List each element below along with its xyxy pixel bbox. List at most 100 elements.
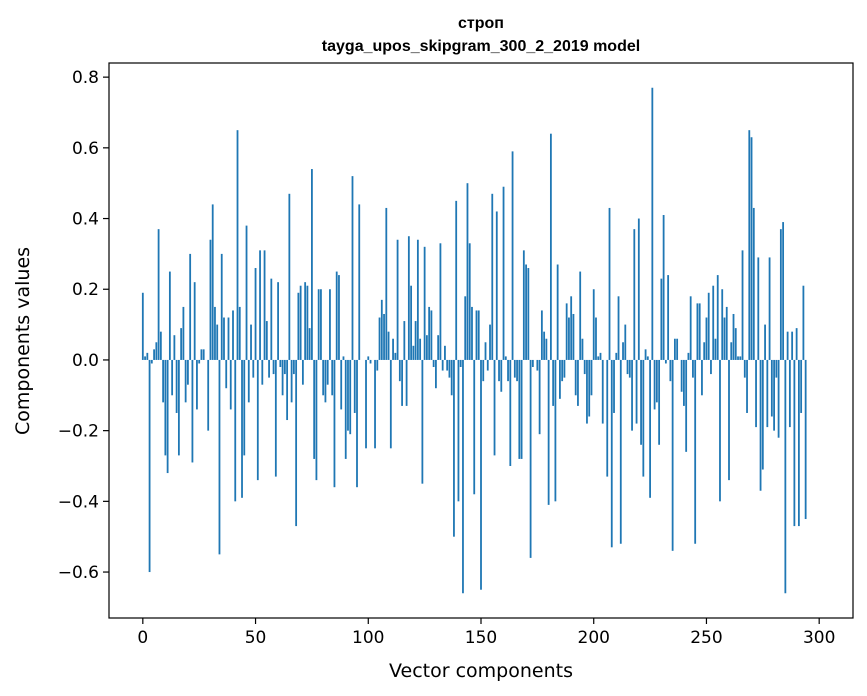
bar: [741, 250, 744, 360]
bar: [265, 321, 268, 360]
bar: [504, 356, 507, 360]
bar: [347, 359, 349, 431]
bar: [588, 359, 591, 417]
bar: [658, 359, 661, 445]
bar: [701, 359, 703, 396]
x-axis-ticks: 0 50 100 150 200 250 300: [137, 618, 835, 648]
bar: [782, 222, 785, 360]
bar: [581, 338, 584, 360]
bar: [430, 310, 433, 360]
bar: [435, 359, 437, 389]
bar: [155, 342, 158, 360]
bar: [387, 331, 390, 360]
bar: [592, 289, 595, 360]
bar: [367, 356, 370, 360]
bar: [198, 359, 201, 364]
bar: [685, 359, 688, 452]
bar: [353, 359, 356, 413]
bar: [331, 359, 334, 396]
bar: [250, 324, 252, 360]
bar: [750, 137, 753, 360]
bar: [425, 335, 428, 360]
bar: [549, 133, 552, 360]
bar: [626, 359, 629, 375]
bar: [786, 331, 789, 360]
y-tick-label: 0.6: [72, 139, 99, 159]
bar: [739, 356, 742, 360]
bar: [159, 331, 162, 360]
bar: [779, 229, 782, 360]
bar: [376, 359, 379, 371]
y-axis-label: Components values: [12, 247, 34, 435]
bar: [453, 359, 455, 537]
bar: [511, 151, 514, 360]
bar: [683, 359, 685, 406]
bar: [540, 310, 543, 360]
bar: [653, 359, 656, 410]
bar: [338, 275, 340, 360]
bar: [516, 359, 518, 382]
bar: [696, 303, 699, 360]
bar: [791, 331, 794, 360]
bar: [340, 359, 343, 410]
bar: [664, 359, 667, 364]
bar: [389, 359, 392, 449]
bar: [529, 359, 532, 558]
bar: [615, 352, 618, 360]
bar: [209, 239, 212, 360]
bar: [493, 359, 496, 456]
bar: [412, 345, 415, 360]
bar: [680, 359, 683, 392]
bar: [606, 359, 609, 477]
bar: [531, 359, 534, 368]
bar: [599, 352, 602, 360]
bar: [191, 359, 194, 463]
bar: [320, 289, 322, 360]
bar: [601, 359, 604, 424]
bar: [187, 359, 189, 385]
bar: [705, 317, 708, 360]
bar: [214, 306, 216, 360]
bar: [150, 359, 153, 364]
bar: [633, 229, 636, 360]
bar: [743, 359, 746, 378]
bar: [299, 285, 302, 360]
x-tick-label: 200: [578, 628, 610, 648]
bar: [728, 359, 730, 481]
bar: [288, 193, 291, 360]
bar: [518, 359, 521, 459]
bar: [234, 359, 237, 502]
bar: [707, 292, 710, 360]
bar: [297, 292, 300, 360]
bar: [450, 359, 453, 396]
bar: [716, 275, 719, 360]
bar: [768, 257, 771, 360]
bar: [522, 250, 525, 360]
x-tick-label: 50: [245, 628, 267, 648]
bar: [270, 278, 273, 360]
bar: [673, 338, 676, 360]
bar: [669, 359, 672, 382]
bar: [556, 264, 559, 360]
bar: [732, 313, 735, 360]
bar: [261, 359, 264, 385]
bar: [218, 359, 221, 555]
bar: [730, 342, 733, 360]
bar: [437, 335, 440, 360]
bar: [480, 359, 482, 590]
bar: [392, 338, 394, 360]
bar: [662, 215, 665, 360]
bar: [635, 359, 638, 424]
bar: [595, 317, 597, 360]
bar: [196, 359, 198, 410]
bar: [784, 359, 787, 594]
bar: [405, 359, 408, 406]
bar: [788, 359, 791, 428]
bar: [403, 321, 406, 360]
bar: [536, 359, 539, 371]
bar: [171, 359, 174, 396]
bar: [797, 359, 800, 527]
bar: [394, 352, 397, 360]
bar: [358, 204, 361, 360]
bar: [153, 349, 155, 360]
